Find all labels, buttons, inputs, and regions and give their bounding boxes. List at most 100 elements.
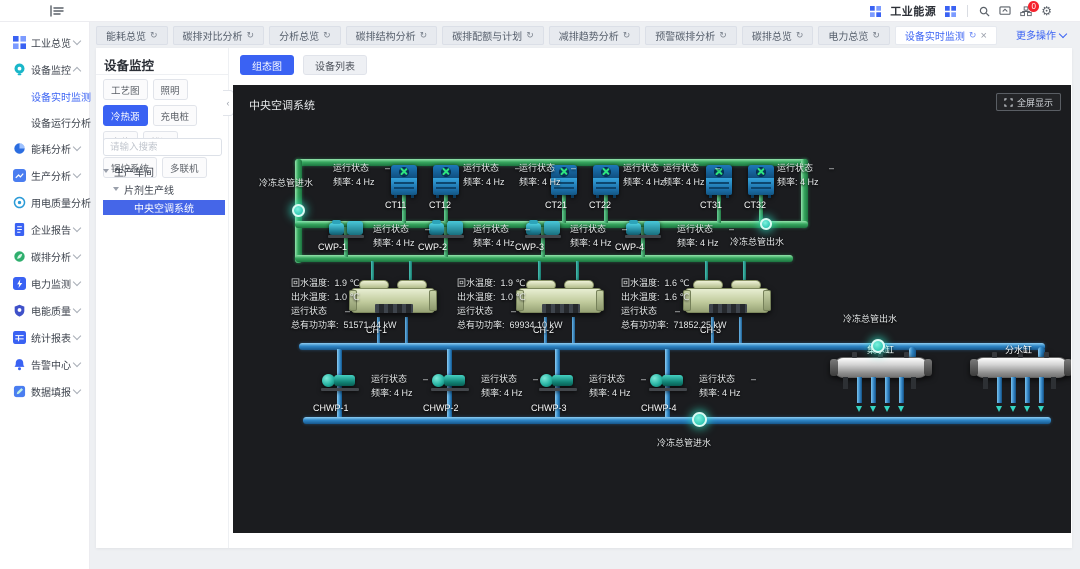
sidebar-item-device-realtime[interactable]: 设备实时监测 bbox=[31, 92, 91, 104]
pump-cwp-4[interactable] bbox=[625, 219, 661, 238]
status-group: 运行状态 – 频率: 4 Hz bbox=[519, 163, 577, 187]
tab-energy-overview[interactable]: 能耗总览 bbox=[96, 26, 168, 45]
cooling-tower-ct22[interactable] bbox=[593, 165, 619, 198]
tree-node-tablet-line[interactable]: 片剂生产线 bbox=[103, 180, 225, 198]
chiller-inlet-stub bbox=[576, 261, 579, 283]
pump-stub bbox=[344, 227, 348, 257]
chevron-down-icon bbox=[72, 277, 82, 287]
close-icon[interactable] bbox=[980, 30, 986, 42]
chiller-ch-3[interactable] bbox=[683, 280, 771, 322]
org-chart-icon[interactable]: 0 bbox=[1020, 0, 1040, 17]
apps-grid-icon[interactable] bbox=[945, 5, 957, 17]
filter-multi-split[interactable]: 多联机 bbox=[162, 157, 207, 178]
status-group: 运行状态 – 频率: 4 Hz bbox=[777, 163, 835, 187]
brand-grid-icon[interactable] bbox=[870, 5, 882, 17]
search-input[interactable] bbox=[103, 138, 222, 156]
pump-cwp-2[interactable] bbox=[428, 219, 464, 238]
refresh-icon[interactable] bbox=[796, 30, 804, 41]
tab-carbon-quota[interactable]: 碳排配额与计划 bbox=[442, 26, 544, 45]
refresh-icon[interactable] bbox=[420, 30, 428, 41]
sidebar-item-power-quality-analysis[interactable]: 用电质量分析 bbox=[0, 189, 91, 216]
collector-tank[interactable] bbox=[830, 352, 932, 378]
more-actions-button[interactable]: 更多操作 bbox=[1016, 27, 1068, 42]
gear-icon[interactable] bbox=[1041, 5, 1052, 17]
tab-carbon-structure[interactable]: 碳排结构分析 bbox=[345, 26, 438, 45]
pump-cwp-3[interactable] bbox=[525, 219, 561, 238]
refresh-icon[interactable] bbox=[872, 30, 880, 41]
chiller-inlet-stub bbox=[743, 261, 746, 283]
tab-carbon-overview[interactable]: 碳排总览 bbox=[741, 26, 814, 45]
refresh-icon[interactable] bbox=[526, 30, 534, 41]
grid-icon bbox=[13, 36, 26, 49]
pipe-junction bbox=[692, 412, 707, 427]
pump-chwp-3[interactable] bbox=[539, 371, 577, 391]
distributor-tank[interactable] bbox=[970, 352, 1071, 378]
chiller-ch-1[interactable] bbox=[349, 280, 437, 322]
view-device-list-button[interactable]: 设备列表 bbox=[303, 55, 367, 75]
filter-process-diagram[interactable]: 工艺图 bbox=[103, 79, 148, 100]
brand-name: 工业能源 bbox=[890, 6, 937, 18]
filter-lighting[interactable]: 照明 bbox=[152, 79, 188, 100]
pump-cwp-1[interactable] bbox=[328, 219, 364, 238]
fullscreen-button[interactable]: 全屏显示 bbox=[995, 93, 1061, 111]
pump-chwp-4[interactable] bbox=[649, 371, 687, 391]
refresh-icon[interactable] bbox=[623, 30, 631, 41]
filter-hvac-source[interactable]: 冷热源 bbox=[103, 105, 148, 126]
caret-down-icon bbox=[103, 169, 109, 173]
tower-stub bbox=[717, 195, 721, 223]
tank-branch-pipe bbox=[899, 377, 904, 403]
collapse-sidebar-icon[interactable] bbox=[50, 4, 66, 18]
cooling-tower-ct31[interactable] bbox=[706, 165, 732, 198]
cooling-tower-ct11[interactable] bbox=[391, 165, 417, 198]
sidebar-item-industry-overview[interactable]: 工业总览 bbox=[0, 29, 89, 56]
sidebar-item-statistics-report[interactable]: 统计报表 bbox=[0, 324, 89, 351]
sidebar-item-energy-analysis[interactable]: 能耗分析 bbox=[0, 135, 89, 162]
filter-charging-pile[interactable]: 充电桩 bbox=[152, 105, 198, 126]
cooling-tower-ct32[interactable] bbox=[748, 165, 774, 198]
refresh-icon[interactable] bbox=[969, 30, 977, 41]
equipment-label: CT32 bbox=[744, 200, 767, 210]
tab-power-overview[interactable]: 电力总览 bbox=[818, 26, 890, 45]
pump-chwp-1[interactable] bbox=[321, 371, 359, 391]
flow-arrow-icon bbox=[996, 406, 1002, 412]
sidebar-item-carbon-analysis[interactable]: 碳排分析 bbox=[0, 243, 89, 270]
chevron-down-icon bbox=[1058, 29, 1068, 38]
tower-stub bbox=[604, 195, 608, 223]
filter-boiler-system[interactable]: 锅炉系统 bbox=[103, 157, 158, 178]
tree-node-central-ac[interactable]: 中央空调系统 bbox=[103, 200, 225, 215]
refresh-icon[interactable] bbox=[247, 30, 255, 41]
sidebar-item-alarm-center[interactable]: 告警中心 bbox=[0, 351, 89, 378]
cooling-tower-ct21[interactable] bbox=[551, 165, 577, 198]
tab-carbon-compare[interactable]: 碳排对比分析 bbox=[172, 26, 265, 45]
tab-device-realtime[interactable]: 设备实时监测 bbox=[894, 26, 997, 45]
screen-share-icon[interactable] bbox=[999, 5, 1011, 17]
sidebar-item-power-monitor[interactable]: 电力监测 bbox=[0, 270, 89, 297]
sidebar-item-enterprise-report[interactable]: 企业报告 bbox=[0, 216, 89, 243]
sidebar-item-data-entry[interactable]: 数据填报 bbox=[0, 378, 89, 405]
cooling-tower-ct12[interactable] bbox=[433, 165, 459, 198]
sidebar-item-device-monitor[interactable]: 设备监控 bbox=[0, 56, 89, 83]
tab-carbon-warning[interactable]: 预警碳排分析 bbox=[645, 26, 737, 45]
tank-leg bbox=[843, 377, 848, 389]
tree-node-workshop[interactable]: 生产车间 bbox=[103, 162, 225, 180]
search-icon[interactable] bbox=[979, 6, 990, 17]
chevron-down-icon bbox=[72, 331, 82, 341]
chiller-ch-2[interactable] bbox=[516, 280, 604, 322]
refresh-icon[interactable] bbox=[150, 30, 158, 41]
tab-reduction-trend[interactable]: 减排趋势分析 bbox=[548, 26, 641, 45]
tab-analysis-overview[interactable]: 分析总览 bbox=[269, 26, 341, 45]
refresh-icon[interactable] bbox=[719, 30, 727, 41]
refresh-icon[interactable] bbox=[323, 30, 331, 41]
pump-chwp-2[interactable] bbox=[431, 371, 469, 391]
document-icon bbox=[13, 223, 26, 236]
equipment-label: CWP-2 bbox=[418, 242, 447, 252]
pie-chart-icon bbox=[13, 142, 26, 155]
sidebar-item-device-analysis[interactable]: 设备运行分析 bbox=[31, 118, 91, 130]
sidebar-item-production-analysis[interactable]: 生产分析 bbox=[0, 162, 89, 189]
chiller-inlet-stub bbox=[371, 261, 374, 283]
equipment-label: CHWP-3 bbox=[531, 403, 567, 413]
power-icon bbox=[13, 277, 26, 290]
tank-branch-pipe bbox=[871, 377, 876, 403]
sidebar-item-power-quality[interactable]: 电能质量 bbox=[0, 297, 89, 324]
view-diagram-button[interactable]: 组态图 bbox=[240, 55, 294, 75]
